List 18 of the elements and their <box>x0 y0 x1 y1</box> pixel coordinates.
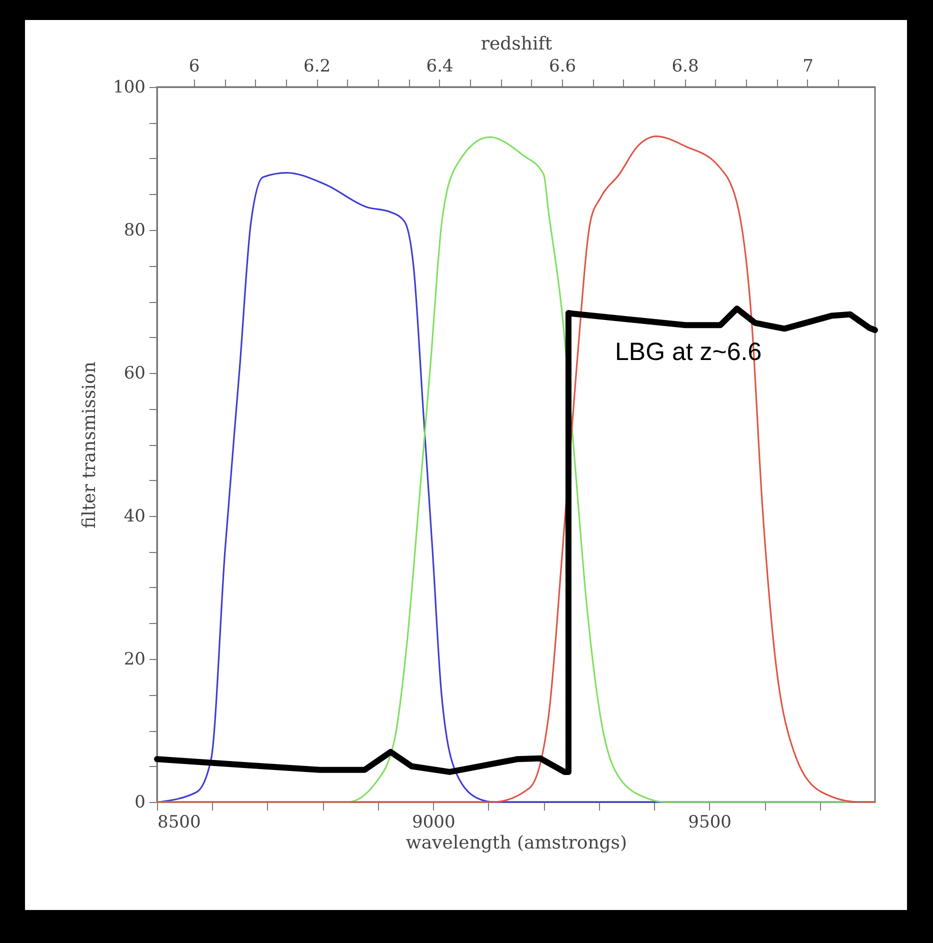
x2-tick-label: 6.8 <box>672 56 699 76</box>
x-tick-label: 9500 <box>688 812 732 832</box>
y-tick-label: 40 <box>124 506 146 526</box>
x2-tick-label: 7 <box>802 56 814 76</box>
x2-tick-label: 6.4 <box>426 56 454 76</box>
x-tick-label: 9000 <box>412 812 456 832</box>
x2-tick-label: 6.6 <box>549 56 576 76</box>
x2-axis-title: redshift <box>480 34 553 54</box>
y-tick-label: 80 <box>124 220 146 240</box>
y-tick-label: 100 <box>113 78 146 98</box>
y-axis-title: filter transmission <box>79 361 100 528</box>
y-tick-label: 60 <box>124 364 146 384</box>
x2-tick-label: 6 <box>188 56 200 76</box>
x-axis-title: wavelength (amstrongs) <box>406 832 628 854</box>
x2-tick-label: 6.2 <box>304 56 331 76</box>
x-tick-label: 8500 <box>158 812 201 832</box>
y-tick-label: 20 <box>124 650 146 670</box>
y-tick-label: 0 <box>134 792 146 812</box>
